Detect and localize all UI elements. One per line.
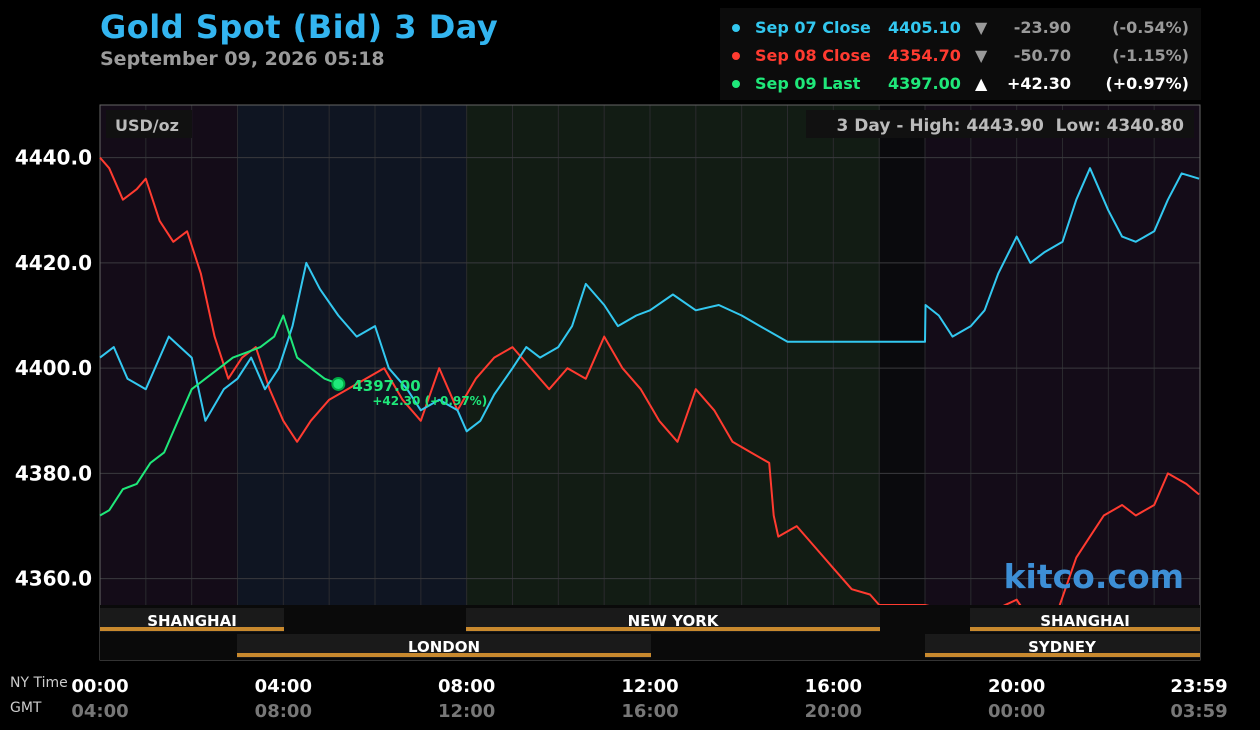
legend-name: Sep 09 Last [755,74,861,93]
y-tick-label: 4380.0 [15,461,92,485]
marker-change: +42.30 (+0.97%) [372,394,487,408]
grid-lines [100,105,1200,605]
high-low-label: 3 Day - High: 4443.90 Low: 4340.80 [837,116,1185,136]
marker-value: 4397.00 [352,377,420,395]
legend-dot-icon [732,24,740,32]
x-tick-ny: 12:00 [621,676,679,697]
high-low-box [806,110,1194,138]
session-newyork-label: NEW YORK [628,612,720,630]
series-line-0 [99,167,1200,433]
legend-item: Sep 07 Close 4405.10 ▼ -23.90 (-0.54%) [720,14,1201,42]
x-tick-gmt: 00:00 [988,701,1046,722]
x-tick-ny: 23:59 [1170,676,1228,697]
session-sydney-label: SYDNEY [1028,638,1097,656]
x-tick-ny: 00:00 [71,676,129,697]
session-newyork-line [466,627,880,631]
x-tick-gmt: 04:00 [71,701,129,722]
legend-percent: (-0.54%) [1112,18,1189,37]
x-tick-ny: 08:00 [438,676,496,697]
legend-percent: (-1.15%) [1112,46,1189,65]
watermark: kitco.com [1004,557,1184,596]
x-tick-ny: 20:00 [988,676,1046,697]
session-sydney-line [925,653,1200,657]
y-tick-label: 4420.0 [15,251,92,275]
x-tick-gmt: 20:00 [804,701,862,722]
down-arrow-icon: ▼ [975,18,988,37]
x-tick-gmt: 16:00 [621,701,679,722]
ny-time-label: NY Time [10,675,68,691]
session-shade-shanghai [100,105,237,605]
legend-value: 4405.10 [888,18,961,37]
x-tick-ny: 16:00 [804,676,862,697]
session-shade-london [237,105,466,605]
x-tick-gmt: 03:59 [1170,701,1228,722]
y-tick-label: 4400.0 [15,356,92,380]
legend-dot-icon [732,52,740,60]
gmt-label: GMT [10,700,42,716]
legend-value: 4354.70 [888,46,961,65]
session-london-line [237,653,651,657]
down-arrow-icon: ▼ [975,46,988,65]
up-arrow-icon: ▲ [975,74,988,93]
y-tick-label: 4360.0 [15,567,92,591]
unit-label: USD/oz [115,116,179,135]
session-shanghai-1-line [100,627,284,631]
x-tick-ny: 04:00 [254,676,312,697]
y-axis: 4440.0 4420.0 4400.0 4380.0 4360.0 [15,146,92,591]
session-london-label: LONDON [408,638,480,656]
y-tick-label: 4440.0 [15,146,92,170]
session-shanghai-2-line [970,627,1200,631]
x-tick-gmt: 12:00 [438,701,496,722]
legend-change: -23.90 [1013,18,1071,37]
session-shade-newyork [466,105,880,605]
legend-item: Sep 08 Close 4354.70 ▼ -50.70 (-1.15%) [720,42,1201,70]
legend-name: Sep 08 Close [755,46,871,65]
chart-timestamp: September 09, 2026 05:18 [100,48,385,70]
legend-percent: (+0.97%) [1105,74,1189,93]
legend-change: -50.70 [1013,46,1071,65]
session-shanghai-1-label: SHANGHAI [147,612,237,630]
last-price-marker [331,376,346,391]
legend-value: 4397.00 [888,74,961,93]
unit-label-box [106,110,192,138]
session-shanghai-2-label: SHANGHAI [1040,612,1130,630]
legend-panel: Sep 07 Close 4405.10 ▼ -23.90 (-0.54%) S… [720,8,1201,100]
chart-title: Gold Spot (Bid) 3 Day [100,8,499,46]
legend-name: Sep 07 Close [755,18,871,37]
series-line-2 [99,314,339,517]
legend-dot-icon [732,80,740,88]
legend-change: +42.30 [1006,74,1071,93]
legend-item: Sep 09 Last 4397.00 ▲ +42.30 (+0.97%) [720,70,1201,98]
x-tick-gmt: 08:00 [254,701,312,722]
